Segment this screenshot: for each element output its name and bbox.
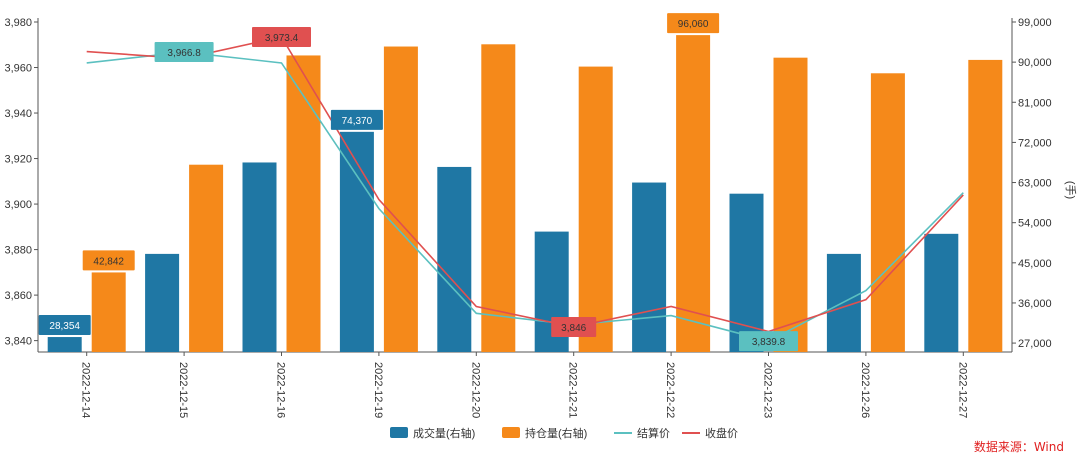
data-label-text: 3,966.8 xyxy=(167,48,201,59)
data-label: 3,966.8 xyxy=(154,42,214,63)
y-right-axis-label: (手) xyxy=(1064,181,1078,199)
bar xyxy=(242,162,277,352)
bar xyxy=(773,57,808,353)
legend-item: 收盘价 xyxy=(682,426,738,440)
bar xyxy=(189,164,224,352)
legend: 成交量(右轴) 持仓量(右轴) 结算价 收盘价 xyxy=(390,426,738,440)
y-left-tick-label: 3,860 xyxy=(4,290,32,302)
legend-swatch xyxy=(390,427,408,438)
x-tick-label: 2022-12-23 xyxy=(762,362,774,418)
axes: 3,840 3,860 3,880 3,900 3,920 3,940 3,960 3,980… xyxy=(4,17,1078,418)
y-right-tick-label: 90,000 xyxy=(1018,57,1052,69)
legend-item: 结算价 xyxy=(614,426,670,440)
y-left-tick-label: 3,840 xyxy=(4,336,32,348)
y-left-tick-label: 3,900 xyxy=(4,199,32,211)
bar xyxy=(145,253,180,352)
data-label-text: 42,842 xyxy=(93,256,124,267)
bar xyxy=(870,73,905,352)
bar xyxy=(578,66,613,352)
data-label-text: 28,354 xyxy=(49,321,80,332)
x-tick-label: 2022-12-19 xyxy=(372,362,384,418)
legend-item: 成交量(右轴) xyxy=(390,426,475,440)
legend-label: 持仓量(右轴) xyxy=(525,426,587,440)
data-label-box xyxy=(330,109,383,130)
data-label: 3,839.8 xyxy=(739,331,798,352)
y-left-tick-label: 3,960 xyxy=(4,63,32,75)
bar xyxy=(481,44,516,352)
data-label: 74,370 xyxy=(330,109,383,130)
y-right-tick-label: 72,000 xyxy=(1018,137,1052,149)
bar xyxy=(632,182,667,352)
data-label-box xyxy=(667,13,720,34)
data-label-text: 96,060 xyxy=(678,19,709,30)
data-label: 3,846 xyxy=(551,316,597,337)
legend-swatch xyxy=(502,427,520,438)
y-right-tick-label: 45,000 xyxy=(1018,258,1052,270)
bar xyxy=(339,131,374,352)
data-labels: 28,354 74,370 42,842 96,060 3,966.8 3,839.8 3,… xyxy=(38,13,798,352)
line-series xyxy=(86,36,964,342)
x-tick-label: 2022-12-22 xyxy=(664,362,676,418)
legend-label: 成交量(右轴) xyxy=(413,426,475,440)
legend-label: 收盘价 xyxy=(705,426,738,440)
bar xyxy=(676,35,711,352)
data-label-box xyxy=(82,250,135,271)
data-label-box xyxy=(551,316,597,337)
legend-item: 持仓量(右轴) xyxy=(502,426,587,440)
data-label: 28,354 xyxy=(38,315,91,336)
x-tick-label: 2022-12-16 xyxy=(275,362,287,418)
bar xyxy=(383,46,418,352)
x-tick-label: 2022-12-21 xyxy=(567,362,579,418)
data-label-text: 74,370 xyxy=(342,116,373,127)
data-label-text: 3,973.4 xyxy=(265,33,299,44)
y-left-tick-label: 3,880 xyxy=(4,245,32,257)
data-label-text: 3,839.8 xyxy=(752,337,786,348)
data-label: 3,973.4 xyxy=(252,27,311,48)
bar xyxy=(91,272,126,352)
y-left-tick-label: 3,940 xyxy=(4,108,32,120)
data-label-text: 3,846 xyxy=(561,323,586,334)
y-right-tick-label: 36,000 xyxy=(1018,298,1052,310)
x-tick-label: 2022-12-20 xyxy=(469,362,481,418)
bar xyxy=(968,59,1003,353)
y-right-tick-label: 54,000 xyxy=(1018,218,1052,230)
x-tick-label: 2022-12-26 xyxy=(859,362,871,418)
y-right-tick-label: 27,000 xyxy=(1018,338,1052,350)
data-label-box xyxy=(38,315,91,336)
y-right-tick-label: 81,000 xyxy=(1018,97,1052,109)
legend-label: 结算价 xyxy=(637,426,670,440)
x-tick-label: 2022-12-14 xyxy=(80,362,92,418)
bar-series xyxy=(47,35,1003,353)
bar xyxy=(924,233,959,352)
x-tick-label: 2022-12-27 xyxy=(956,362,968,418)
y-right-tick-label: 99,000 xyxy=(1018,17,1052,29)
data-label: 42,842 xyxy=(82,250,135,271)
bar xyxy=(437,166,472,352)
y-left-tick-label: 3,980 xyxy=(4,17,32,29)
bar xyxy=(47,337,82,352)
data-source-note: 数据来源：Wind xyxy=(973,440,1064,454)
data-label-box xyxy=(739,331,798,352)
series-line xyxy=(86,36,964,333)
data-label: 96,060 xyxy=(667,13,720,34)
y-left-tick-label: 3,920 xyxy=(4,154,32,166)
y-right-tick-label: 63,000 xyxy=(1018,178,1052,190)
data-label-box xyxy=(252,27,311,48)
x-tick-label: 2022-12-15 xyxy=(177,362,189,418)
bar xyxy=(286,55,321,352)
data-label-box xyxy=(154,42,214,63)
